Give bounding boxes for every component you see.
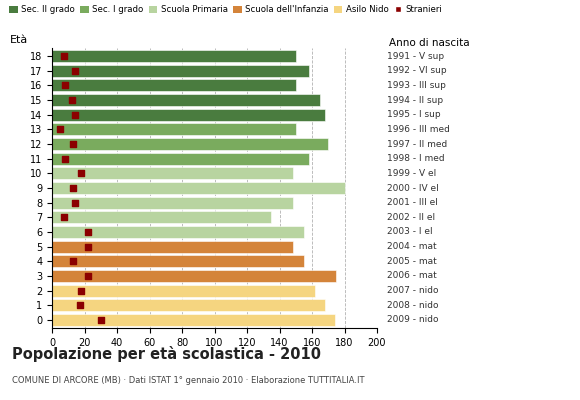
Bar bbox=[52, 109, 325, 121]
Text: 2001 - III el: 2001 - III el bbox=[387, 198, 438, 207]
Text: 1997 - II med: 1997 - II med bbox=[387, 140, 447, 148]
Bar bbox=[52, 197, 292, 209]
Point bbox=[77, 288, 86, 294]
Bar bbox=[52, 241, 292, 253]
Bar bbox=[52, 182, 345, 194]
Point bbox=[56, 126, 65, 132]
Point bbox=[70, 112, 79, 118]
Bar bbox=[52, 285, 316, 297]
Bar bbox=[52, 79, 296, 91]
Text: 2002 - II el: 2002 - II el bbox=[387, 213, 435, 222]
Bar bbox=[52, 94, 320, 106]
Text: 2008 - nido: 2008 - nido bbox=[387, 301, 438, 310]
Point bbox=[84, 244, 93, 250]
Text: 2004 - mat: 2004 - mat bbox=[387, 242, 436, 251]
Bar bbox=[52, 314, 335, 326]
Point bbox=[60, 156, 70, 162]
Text: 1996 - III med: 1996 - III med bbox=[387, 125, 450, 134]
Bar bbox=[52, 226, 304, 238]
Text: Anno di nascita: Anno di nascita bbox=[389, 38, 469, 48]
Text: Popolazione per età scolastica - 2010: Popolazione per età scolastica - 2010 bbox=[12, 346, 321, 362]
Point bbox=[70, 68, 79, 74]
Text: 1992 - VI sup: 1992 - VI sup bbox=[387, 66, 447, 75]
Point bbox=[67, 97, 77, 103]
Bar bbox=[52, 50, 296, 62]
Text: 2003 - I el: 2003 - I el bbox=[387, 228, 432, 236]
Point bbox=[75, 302, 85, 308]
Text: Età: Età bbox=[10, 35, 28, 45]
Bar bbox=[52, 153, 309, 165]
Point bbox=[84, 229, 93, 235]
Point bbox=[77, 170, 86, 176]
Text: 1994 - II sup: 1994 - II sup bbox=[387, 96, 443, 104]
Bar bbox=[52, 123, 296, 135]
Point bbox=[84, 273, 93, 279]
Text: 1993 - III sup: 1993 - III sup bbox=[387, 81, 445, 90]
Point bbox=[68, 258, 78, 264]
Bar bbox=[52, 65, 309, 77]
Point bbox=[70, 200, 79, 206]
Point bbox=[59, 53, 68, 59]
Bar bbox=[52, 138, 328, 150]
Point bbox=[68, 185, 78, 191]
Text: 1998 - I med: 1998 - I med bbox=[387, 154, 444, 163]
Bar bbox=[52, 255, 304, 267]
Point bbox=[60, 82, 70, 88]
Text: 1999 - V el: 1999 - V el bbox=[387, 169, 436, 178]
Text: 2000 - IV el: 2000 - IV el bbox=[387, 184, 438, 192]
Bar bbox=[52, 211, 271, 223]
Bar bbox=[52, 270, 336, 282]
Point bbox=[68, 141, 78, 147]
Text: 1995 - I sup: 1995 - I sup bbox=[387, 110, 440, 119]
Point bbox=[59, 214, 68, 220]
Bar bbox=[52, 167, 292, 179]
Text: 2009 - nido: 2009 - nido bbox=[387, 316, 438, 324]
Text: COMUNE DI ARCORE (MB) · Dati ISTAT 1° gennaio 2010 · Elaborazione TUTTITALIA.IT: COMUNE DI ARCORE (MB) · Dati ISTAT 1° ge… bbox=[12, 376, 364, 385]
Text: 2007 - nido: 2007 - nido bbox=[387, 286, 438, 295]
Text: 2006 - mat: 2006 - mat bbox=[387, 272, 437, 280]
Legend: Sec. II grado, Sec. I grado, Scuola Primaria, Scuola dell'Infanzia, Asilo Nido, : Sec. II grado, Sec. I grado, Scuola Prim… bbox=[6, 2, 446, 18]
Text: 1991 - V sup: 1991 - V sup bbox=[387, 52, 444, 60]
Point bbox=[96, 317, 106, 323]
Bar bbox=[52, 299, 325, 311]
Text: 2005 - mat: 2005 - mat bbox=[387, 257, 437, 266]
